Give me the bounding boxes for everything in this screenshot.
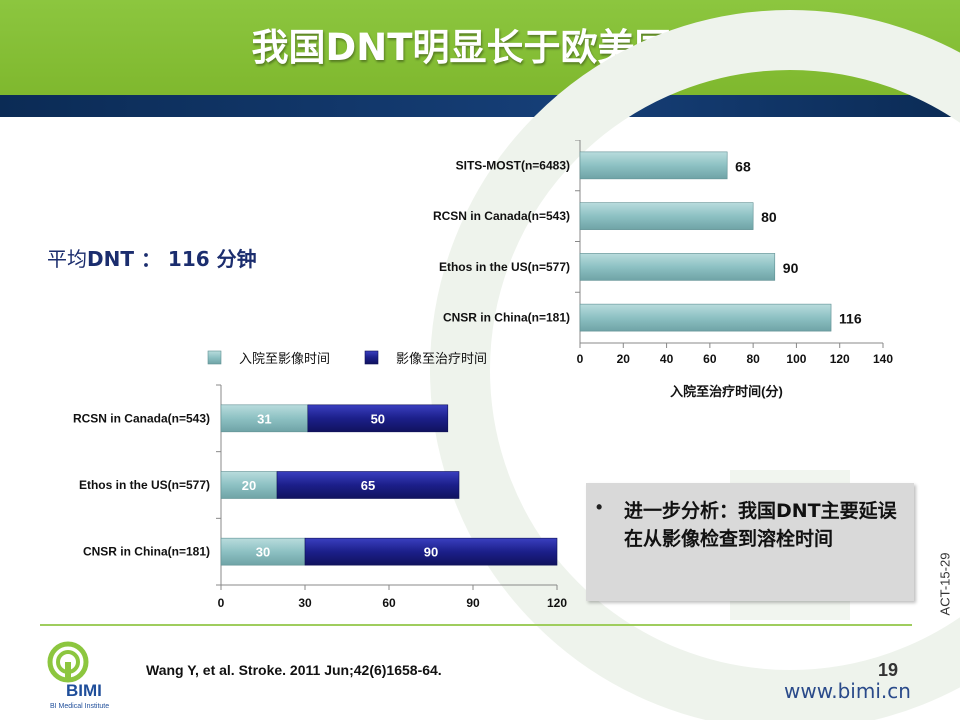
bimi-logo: BIMI BI Medical Institute bbox=[47, 641, 109, 710]
avg-value: 116 分钟 bbox=[160, 247, 257, 271]
document-code: ACT-15-29 bbox=[937, 552, 953, 616]
slide-title: 我国DNT明显长于欧美国家 bbox=[251, 26, 709, 69]
x-tick-label: 40 bbox=[660, 352, 674, 366]
bar bbox=[579, 253, 776, 281]
category-label: Ethos in the US(n=577) bbox=[439, 260, 570, 274]
category-label: RCSN in Canada(n=543) bbox=[73, 411, 210, 425]
data-label: 50 bbox=[371, 411, 385, 426]
category-label: CNSR in China(n=181) bbox=[443, 311, 570, 325]
data-label: 116 bbox=[839, 311, 862, 327]
analysis-callout: • 进一步分析：我国DNT主要延误在从影像检查到溶栓时间 bbox=[586, 483, 914, 601]
logo-subtext: BI Medical Institute bbox=[50, 703, 109, 710]
bar-segment bbox=[220, 404, 309, 433]
avg-term: DNT bbox=[87, 247, 134, 271]
data-label: 90 bbox=[424, 545, 438, 560]
x-tick-label: 30 bbox=[298, 596, 312, 610]
website-url: www.bimi.cn bbox=[784, 679, 911, 703]
bullet-icon: • bbox=[596, 497, 603, 517]
legend-label: 入院至影像时间 bbox=[239, 351, 330, 366]
bar-segment bbox=[220, 471, 278, 499]
bar-segment bbox=[220, 537, 306, 566]
legend-label: 影像至治疗时间 bbox=[396, 351, 487, 366]
legend-swatch bbox=[207, 350, 222, 365]
data-label: 68 bbox=[735, 158, 751, 174]
logo-text: BIMI bbox=[66, 681, 102, 700]
x-tick-label: 140 bbox=[873, 352, 893, 366]
x-tick-label: 20 bbox=[617, 352, 631, 366]
bar-segment bbox=[304, 537, 558, 566]
average-dnt: 平均DNT ： 116 分钟 bbox=[47, 243, 257, 272]
data-label: 31 bbox=[257, 411, 271, 426]
x-tick-label: 0 bbox=[577, 352, 584, 366]
bar bbox=[579, 303, 832, 332]
analysis-text: 进一步分析：我国DNT主要延误在从影像检查到溶栓时间 bbox=[624, 500, 897, 550]
bar-segment bbox=[276, 471, 460, 499]
data-label: 90 bbox=[783, 260, 799, 276]
dnt-comparison-chart: SITS-MOST(n=6483) 68 RCSN in Canada(n=543)… bbox=[433, 140, 893, 399]
data-label: 30 bbox=[256, 545, 270, 560]
x-tick-label: 60 bbox=[382, 596, 396, 610]
category-label: Ethos in the US(n=577) bbox=[79, 478, 210, 492]
x-tick-label: 120 bbox=[547, 596, 567, 610]
data-label: 80 bbox=[761, 209, 777, 225]
x-tick-label: 60 bbox=[703, 352, 717, 366]
x-tick-label: 0 bbox=[218, 596, 225, 610]
bar bbox=[579, 151, 728, 180]
bar bbox=[579, 202, 754, 230]
x-tick-label: 120 bbox=[830, 352, 850, 366]
category-label: SITS-MOST(n=6483) bbox=[456, 158, 570, 172]
x-tick-label: 100 bbox=[786, 352, 806, 366]
avg-sep: ： bbox=[133, 247, 161, 271]
category-label: RCSN in Canada(n=543) bbox=[433, 209, 570, 223]
legend-swatch bbox=[364, 350, 379, 365]
avg-label: 平均 bbox=[47, 247, 87, 271]
page-number: 19 bbox=[878, 660, 899, 680]
x-tick-label: 90 bbox=[466, 596, 480, 610]
header-stripe bbox=[0, 95, 960, 117]
x-axis-title: 入院至治疗时间(分) bbox=[670, 384, 783, 399]
category-label: CNSR in China(n=181) bbox=[83, 545, 210, 559]
citation: Wang Y, et al. Stroke. 2011 Jun;42(6)165… bbox=[146, 662, 442, 678]
data-label: 20 bbox=[242, 478, 256, 493]
dnt-breakdown-chart: 入院至影像时间 影像至治疗时间 RCSN in Canada(n=543) 31 50 E… bbox=[73, 350, 567, 610]
data-label: 65 bbox=[361, 478, 375, 493]
bar-segment bbox=[307, 404, 449, 433]
footer-divider bbox=[40, 624, 912, 626]
x-tick-label: 80 bbox=[746, 352, 760, 366]
